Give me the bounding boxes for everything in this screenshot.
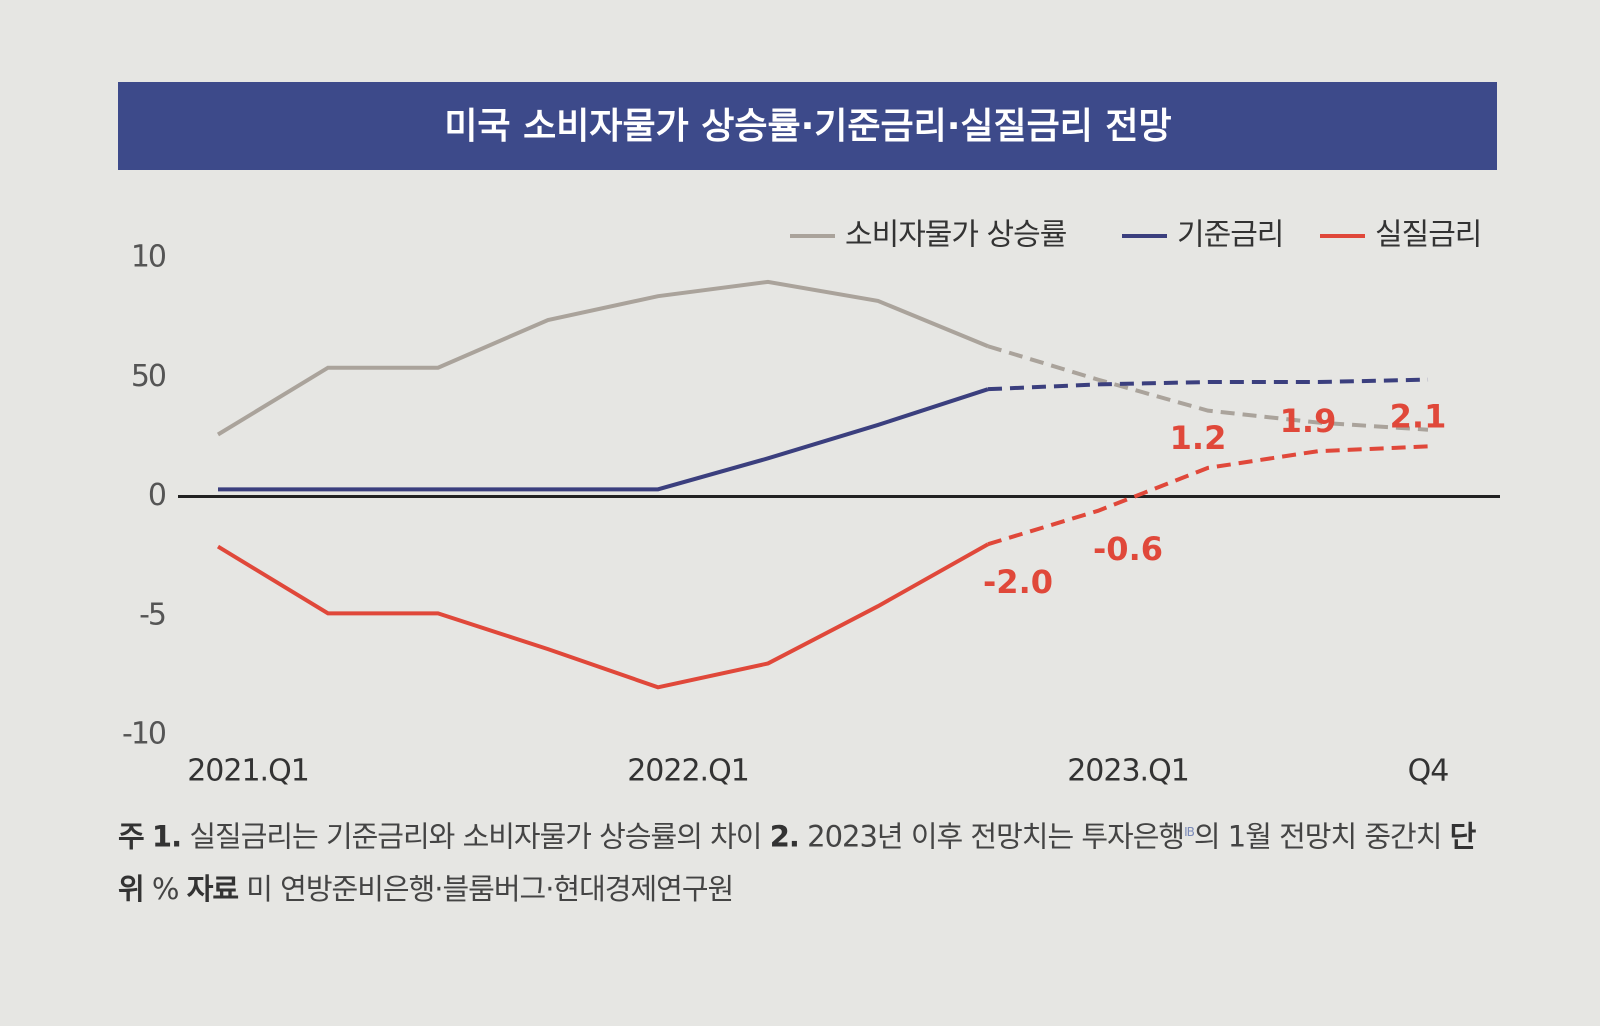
source-label: 자료 bbox=[186, 871, 239, 906]
series-line bbox=[218, 387, 989, 492]
forecast-line bbox=[987, 444, 1429, 547]
note-num: 2. bbox=[769, 819, 800, 854]
data-label: 2.1 bbox=[1390, 397, 1447, 435]
data-label: 1.9 bbox=[1280, 402, 1337, 440]
legend-label: 기준금리 bbox=[1177, 218, 1283, 253]
x-tick-label: 2023.Q1 bbox=[1067, 754, 1189, 789]
source: 미 연방준비은행·블룸버그·현대경제연구원 bbox=[246, 871, 734, 906]
data-label: -0.6 bbox=[1093, 530, 1163, 568]
y-tick-label: -5 bbox=[139, 597, 165, 632]
unit-label: 단위 bbox=[118, 819, 1476, 906]
x-tick-label: Q4 bbox=[1408, 754, 1449, 789]
data-label: -2.0 bbox=[983, 563, 1053, 601]
series-line bbox=[216, 279, 989, 437]
chart-title: 미국 소비자물가 상승률·기준금리·실질금리 전망 bbox=[444, 106, 1171, 147]
note-text: 2023년 이후 전망치는 투자은행 bbox=[807, 819, 1185, 854]
forecast-line bbox=[987, 344, 1429, 432]
forecast-line bbox=[987, 377, 1429, 392]
footnote: 주 1. 실질금리는 기준금리와 소비자물가 상승률의 차이 2. 2023년 … bbox=[118, 806, 1498, 915]
x-tick-label: 2022.Q1 bbox=[627, 754, 749, 789]
y-tick-label: 50 bbox=[131, 359, 166, 394]
note-text: 실질금리는 기준금리와 소비자물가 상승률의 차이 bbox=[189, 819, 762, 854]
title-banner bbox=[118, 82, 1497, 170]
y-tick-label: 0 bbox=[148, 478, 166, 513]
legend-label: 소비자물가 상승률 bbox=[845, 218, 1067, 253]
series-line bbox=[216, 542, 989, 690]
chart: 미국 소비자물가 상승률·기준금리·실질금리 전망 10 50 0 -5 -10 2021… bbox=[118, 82, 1500, 789]
note-num: 1. bbox=[151, 819, 182, 854]
y-tick-label: -10 bbox=[122, 717, 166, 752]
x-tick-label: 2021.Q1 bbox=[187, 754, 309, 789]
y-tick-label: 10 bbox=[131, 240, 166, 275]
note-sup: IB bbox=[1184, 825, 1195, 839]
note-label: 주 bbox=[118, 819, 145, 854]
note-text: 의 1월 전망치 중간치 bbox=[1193, 819, 1443, 854]
unit: % bbox=[151, 871, 180, 906]
data-label: 1.2 bbox=[1170, 419, 1227, 457]
legend-label: 실질금리 bbox=[1375, 218, 1481, 253]
